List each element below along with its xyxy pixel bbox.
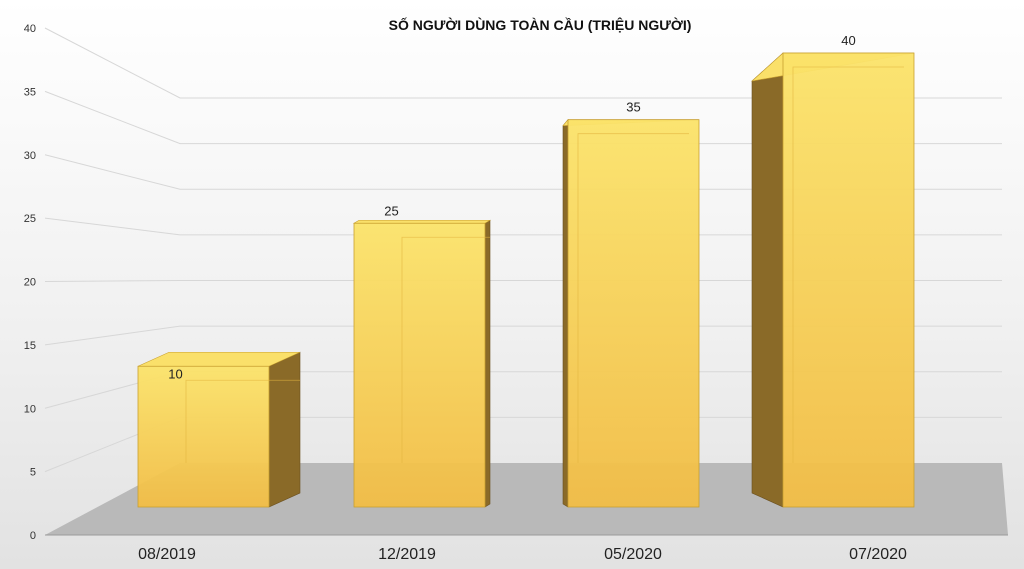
y-tick-label: 5 bbox=[30, 467, 36, 479]
bar-depth-edge bbox=[792, 66, 904, 463]
x-tick-label: 12/2019 bbox=[378, 546, 436, 563]
bar-depth-edge bbox=[185, 379, 300, 463]
bar bbox=[567, 119, 700, 508]
y-tick-label: 30 bbox=[24, 150, 36, 162]
bars bbox=[137, 52, 915, 508]
x-tick-label: 05/2020 bbox=[604, 546, 662, 563]
gridline bbox=[44, 154, 1002, 190]
y-tick-label: 40 bbox=[24, 23, 36, 35]
bar bbox=[137, 365, 270, 508]
gridline bbox=[44, 27, 1002, 99]
x-tick-label: 07/2020 bbox=[849, 546, 907, 563]
y-tick-label: 0 bbox=[30, 530, 36, 542]
x-axis: 08/2019 12/2019 05/2020 07/2020 bbox=[138, 546, 907, 563]
data-labels: 10 25 35 40 bbox=[168, 33, 855, 381]
gridline bbox=[44, 280, 1002, 282]
bar-depth-edge bbox=[401, 236, 490, 463]
chart-title: SỐ NGƯỜI DÙNG TOÀN CẦU (TRIỆU NGƯỜI) bbox=[389, 16, 692, 33]
bar bbox=[353, 222, 486, 508]
gridline bbox=[44, 90, 1002, 145]
y-tick-label: 15 bbox=[24, 340, 36, 352]
y-axis: 0 5 10 15 20 25 30 35 40 bbox=[24, 23, 36, 542]
gridlines bbox=[44, 27, 1002, 473]
bar-side-face bbox=[562, 118, 569, 508]
data-label: 35 bbox=[626, 100, 640, 115]
y-tick-label: 25 bbox=[24, 213, 36, 225]
data-label: 25 bbox=[384, 203, 398, 218]
y-tick-label: 35 bbox=[24, 86, 36, 98]
bar bbox=[782, 52, 915, 508]
bar-side-face bbox=[751, 52, 784, 508]
gridline bbox=[44, 217, 1002, 236]
gridline bbox=[44, 325, 1002, 346]
bar-side-face bbox=[268, 351, 301, 508]
data-label: 10 bbox=[168, 366, 182, 381]
y-tick-label: 10 bbox=[24, 403, 36, 415]
data-label: 40 bbox=[841, 33, 855, 48]
bar-top-face bbox=[352, 219, 492, 224]
bar-depth-edge bbox=[577, 133, 689, 463]
x-tick-label: 08/2019 bbox=[138, 546, 196, 563]
y-tick-label: 20 bbox=[24, 277, 36, 289]
bar-side-face bbox=[484, 219, 491, 508]
